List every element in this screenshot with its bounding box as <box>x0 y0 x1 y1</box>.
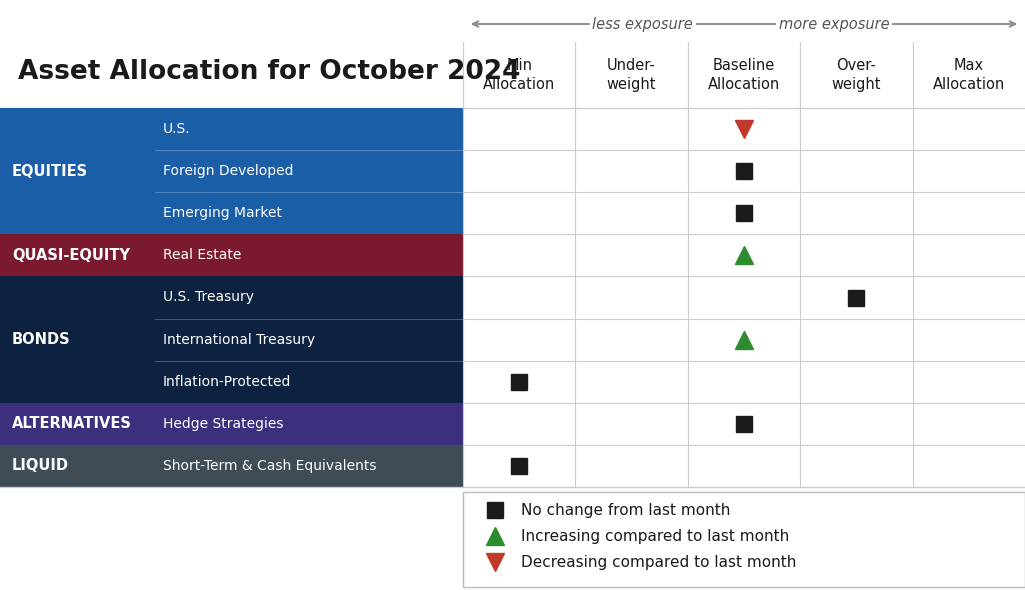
Bar <box>0 192 463 234</box>
Text: Short-Term & Cash Equivalents: Short-Term & Cash Equivalents <box>163 459 376 473</box>
Text: Min
Allocation: Min Allocation <box>483 58 556 92</box>
Text: Real Estate: Real Estate <box>163 248 241 263</box>
Text: EQUITIES: EQUITIES <box>12 163 88 179</box>
Text: Under-
weight: Under- weight <box>607 58 656 92</box>
Bar <box>0 445 463 487</box>
Text: No change from last month: No change from last month <box>521 503 731 517</box>
Text: Over-
weight: Over- weight <box>831 58 882 92</box>
Bar <box>0 234 463 277</box>
Bar <box>463 492 1025 587</box>
Text: ALTERNATIVES: ALTERNATIVES <box>12 417 132 431</box>
Text: QUASI-EQUITY: QUASI-EQUITY <box>12 248 130 263</box>
Text: LIQUID: LIQUID <box>12 458 69 473</box>
Bar <box>0 277 463 319</box>
Text: Hedge Strategies: Hedge Strategies <box>163 417 284 431</box>
Bar <box>0 403 463 445</box>
Text: U.S.: U.S. <box>163 122 191 136</box>
Bar <box>0 360 463 403</box>
Text: Foreign Developed: Foreign Developed <box>163 164 293 178</box>
Text: Decreasing compared to last month: Decreasing compared to last month <box>521 555 796 569</box>
Text: Emerging Market: Emerging Market <box>163 206 282 220</box>
Text: BONDS: BONDS <box>12 332 71 347</box>
Bar <box>0 150 463 192</box>
Text: International Treasury: International Treasury <box>163 333 315 346</box>
Text: Asset Allocation for October 2024: Asset Allocation for October 2024 <box>18 59 521 85</box>
Text: U.S. Treasury: U.S. Treasury <box>163 290 254 304</box>
Bar <box>0 108 463 150</box>
Bar <box>0 319 463 360</box>
Text: more exposure: more exposure <box>779 17 890 31</box>
Text: Baseline
Allocation: Baseline Allocation <box>708 58 780 92</box>
Text: Inflation-Protected: Inflation-Protected <box>163 375 291 389</box>
Text: Increasing compared to last month: Increasing compared to last month <box>521 529 789 543</box>
Text: less exposure: less exposure <box>592 17 693 31</box>
Text: Max
Allocation: Max Allocation <box>933 58 1004 92</box>
